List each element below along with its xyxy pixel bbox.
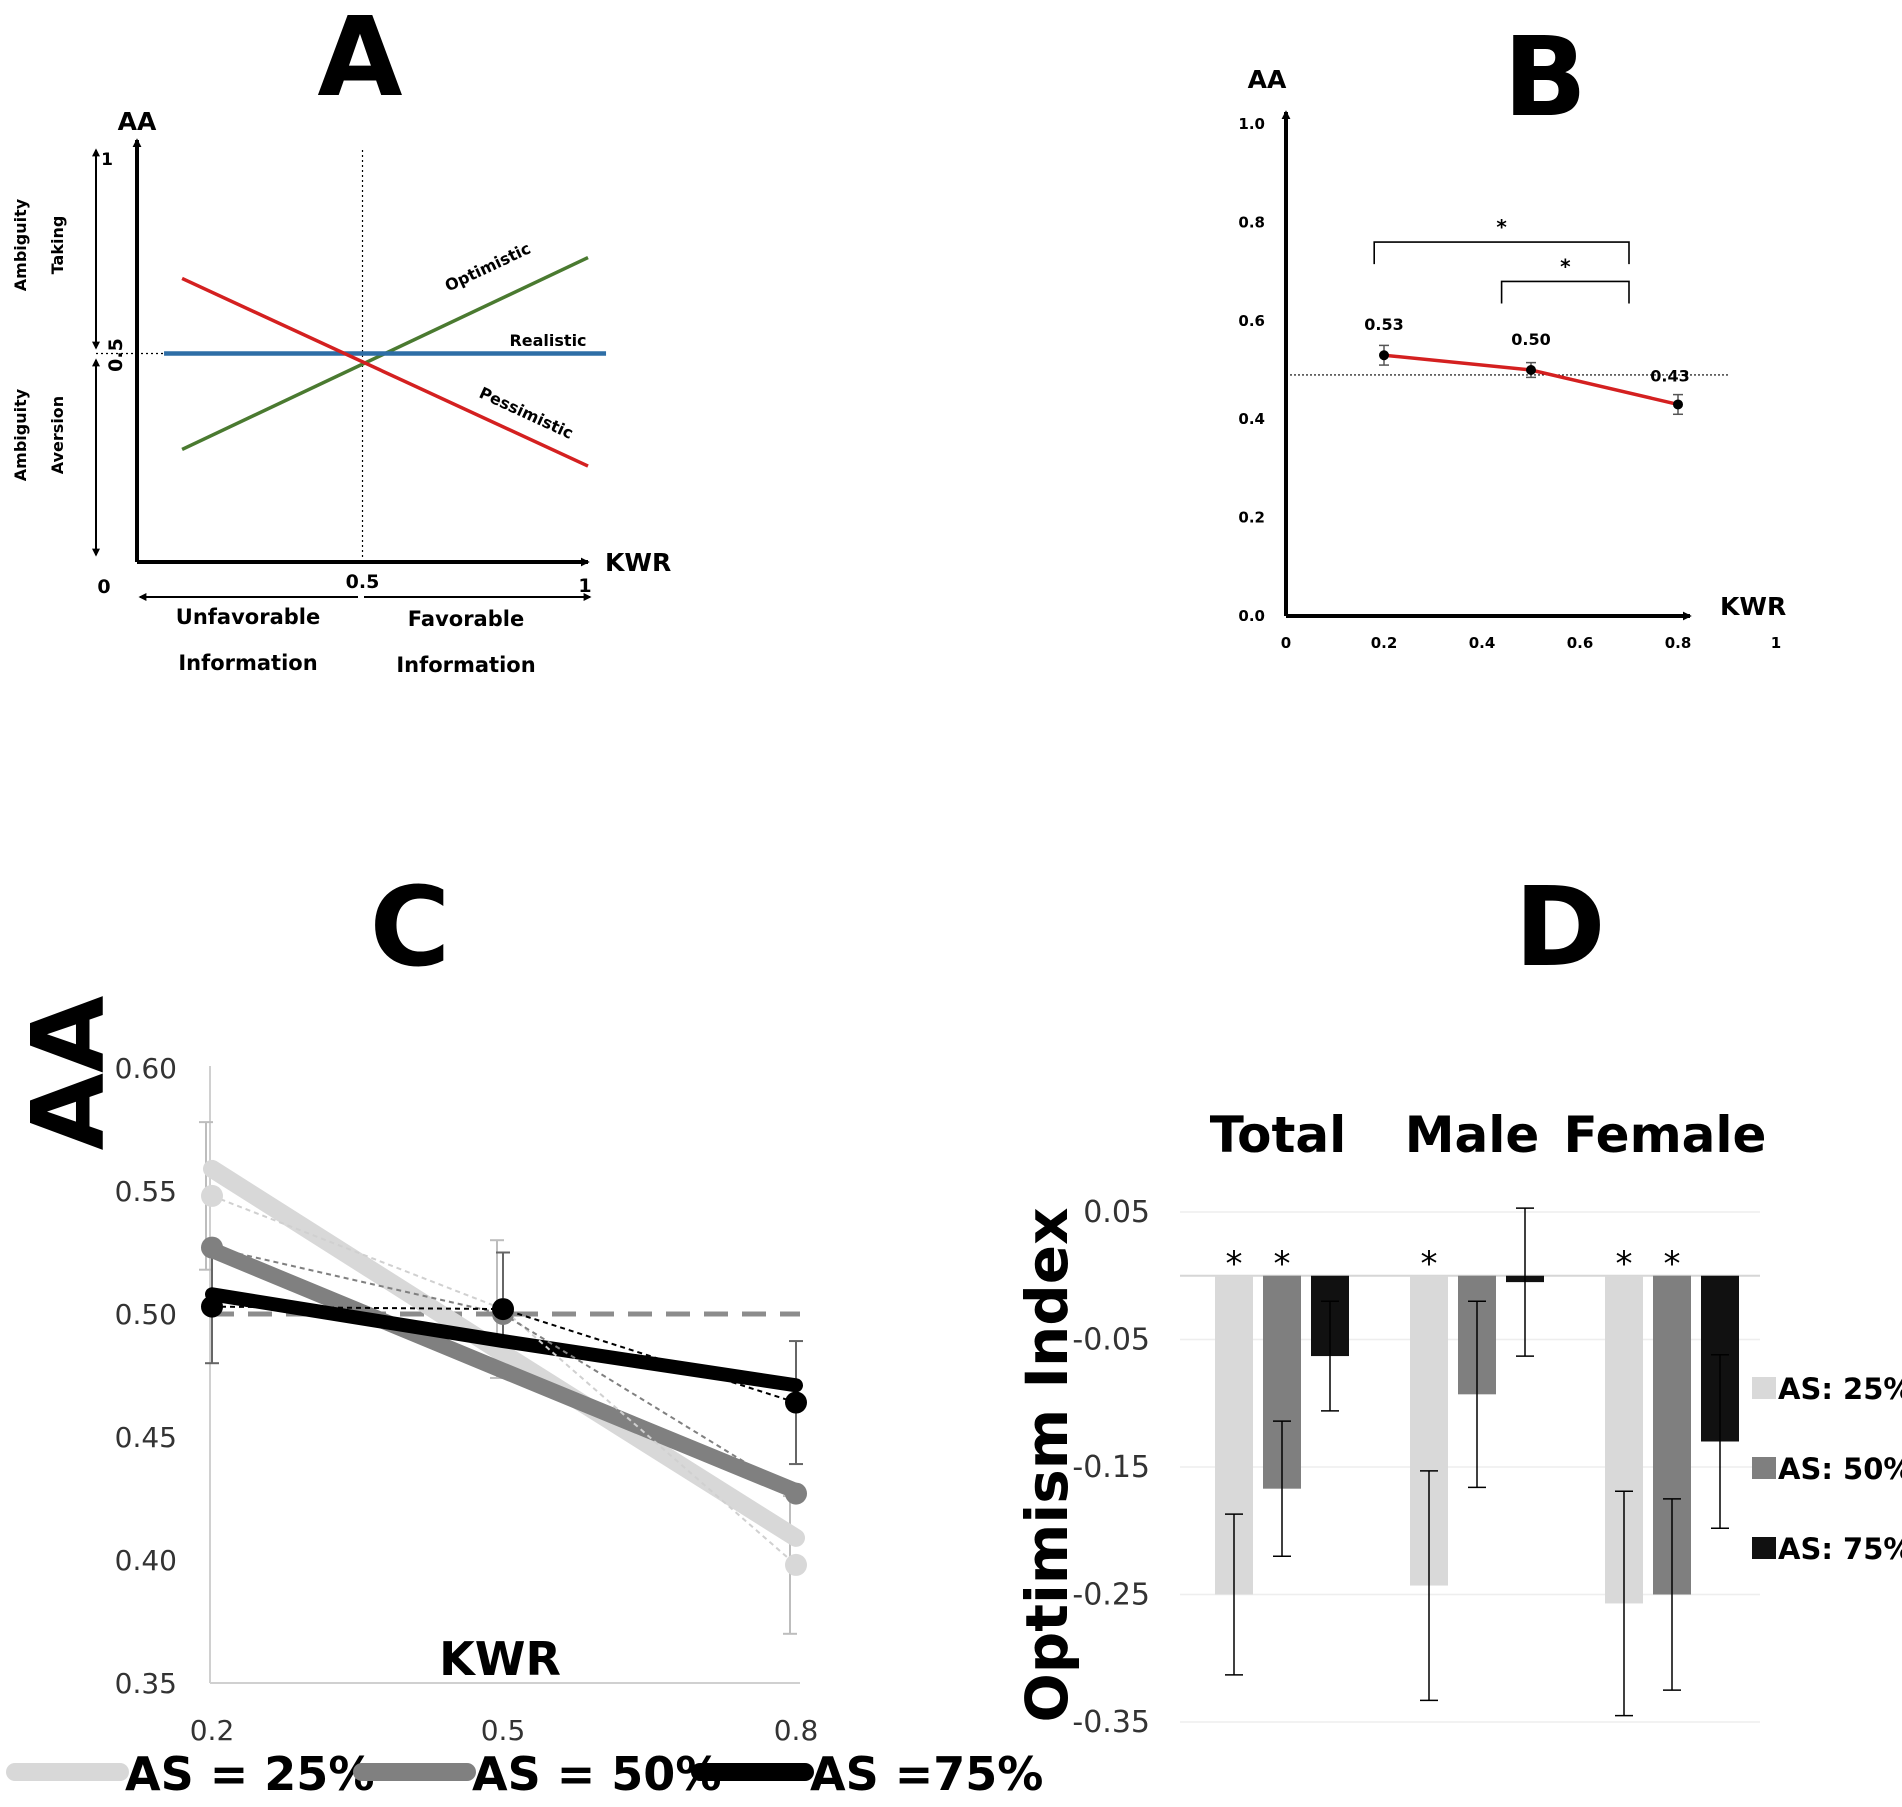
legend-label: AS: 25%: [1778, 1372, 1902, 1406]
x-tick-label: 0.5: [481, 1714, 526, 1747]
legend-label: AS = 50%: [472, 1747, 721, 1801]
x-axis-label: KWR: [439, 1632, 561, 1686]
data-point: [1379, 350, 1389, 361]
x-tick-label: 0.8: [1665, 634, 1692, 652]
legend-label: AS: 75%: [1778, 1532, 1902, 1566]
x-tick-label: 1: [578, 575, 591, 597]
x-region-left: Unfavorable: [176, 605, 320, 629]
significance-bracket: [1373, 241, 1630, 265]
significance-star: *: [1664, 1244, 1681, 1284]
data-point: [1526, 365, 1536, 375]
label-realistic: Realistic: [509, 331, 586, 350]
y-tick-label: 0.8: [1238, 213, 1265, 231]
panel-label-a: A: [317, 0, 402, 121]
y-tick-label: 1: [101, 150, 113, 170]
panel-label-c: C: [370, 863, 451, 991]
y-tick-label: 0.45: [115, 1421, 177, 1454]
y-axis-label: AA: [1248, 65, 1287, 94]
data-point: [201, 1184, 223, 1207]
label-pessimistic: Pessimistic: [476, 383, 576, 443]
x-tick-label: 0.6: [1567, 634, 1594, 652]
x-tick-label: 0.4: [1469, 634, 1496, 652]
legend-swatch: [1752, 1537, 1776, 1559]
x-region-right: Favorable: [408, 607, 524, 631]
y-tick-label: 0.4: [1238, 410, 1265, 428]
x-region-left: Information: [178, 651, 317, 675]
significance-star: *: [1274, 1244, 1291, 1284]
panel-label-b: B: [1503, 13, 1587, 141]
y-tick-label: -0.05: [1072, 1323, 1150, 1358]
data-label: 0.50: [1511, 330, 1550, 349]
y-tick-label: 0.05: [1083, 1195, 1150, 1230]
y-tick-label: 0.5: [105, 338, 127, 372]
data-point: [201, 1295, 223, 1318]
x-tick-label: 0.8: [774, 1714, 819, 1747]
y-tick-label: -0.25: [1072, 1578, 1150, 1613]
significance-star: *: [1421, 1244, 1438, 1284]
region-label-lower: Ambiguity: [11, 388, 30, 481]
legend-label: AS =75%: [810, 1747, 1043, 1801]
panel-label-d: D: [1514, 863, 1605, 991]
y-tick-label: 0.40: [115, 1544, 177, 1577]
y-tick-label: 0.2: [1238, 509, 1265, 527]
x-tick-label: 0: [1281, 634, 1291, 652]
significance-star: *: [1560, 254, 1571, 278]
pessimistic-line: [181, 276, 589, 468]
legend-swatch: [1752, 1457, 1776, 1479]
x-tick-label: 0: [97, 576, 110, 598]
y-tick-label: 0.0: [1238, 607, 1265, 625]
y-tick-label: 1.0: [1238, 115, 1265, 133]
data-point: [785, 1482, 807, 1505]
data-point: [492, 1298, 514, 1321]
category-label: Female: [1564, 1106, 1767, 1164]
trend-line-2: [204, 1242, 804, 1500]
significance-star: *: [1496, 215, 1507, 239]
region-label-lower: Aversion: [48, 396, 67, 474]
data-point: [1673, 399, 1683, 410]
y-tick-label: 0.55: [115, 1175, 177, 1208]
x-tick-label: 1: [1771, 634, 1781, 652]
y-axis-label: AA: [10, 996, 127, 1151]
x-region-right: Information: [396, 653, 535, 677]
region-label-upper: Taking: [48, 216, 67, 275]
legend-label: AS: 50%: [1778, 1452, 1902, 1486]
data-point: [785, 1553, 807, 1576]
y-axis-label: Optimism Index: [1013, 1207, 1081, 1722]
y-tick-label: 0.50: [115, 1298, 177, 1331]
panel-b: B AA KWR 0.0 0.2 0.4 0.6 0.8 1.0 0 0.2 0.4 0.6 0.8 1 0.…: [1238, 13, 1786, 652]
x-tick-label: 0.5: [346, 571, 380, 593]
category-label: Total: [1210, 1106, 1347, 1164]
panel-d: D Optimism Index 0.05 -0.05 -0.15 -0.25 -0.35 T…: [1013, 863, 1902, 1740]
y-tick-label: 0.60: [115, 1052, 177, 1085]
x-axis-label: KWR: [605, 548, 671, 577]
significance-star: *: [1226, 1244, 1243, 1284]
legend-swatch: [1752, 1377, 1776, 1399]
y-axis-label: AA: [118, 107, 157, 136]
label-optimistic: Optimistic: [442, 239, 534, 296]
data-point: [785, 1391, 807, 1414]
x-tick-label: 0.2: [190, 1714, 235, 1747]
y-tick-label: -0.35: [1072, 1705, 1150, 1740]
significance-star: *: [1616, 1244, 1633, 1284]
data-point: [201, 1236, 223, 1259]
y-tick-label: -0.15: [1072, 1450, 1150, 1485]
data-line-1: [211, 1194, 797, 1566]
y-tick-label: 0.6: [1238, 312, 1265, 330]
y-tick-label: 0.35: [115, 1667, 177, 1700]
significance-bracket: [1500, 280, 1630, 304]
panel-c: C AA0.60 0.55 0.50 0.45 0.40 0.35 0.2 0.5 0.8 KWR A…: [6, 863, 1043, 1801]
x-tick-label: 0.2: [1371, 634, 1398, 652]
data-label: 0.53: [1364, 315, 1403, 334]
region-label-upper: Ambiguity: [11, 198, 30, 291]
x-axis-label: KWR: [1720, 592, 1786, 621]
trend-line-1: [203, 1159, 805, 1547]
category-label: Male: [1405, 1106, 1540, 1164]
data-label: 0.43: [1650, 366, 1689, 385]
legend-label: AS = 25%: [125, 1747, 374, 1801]
